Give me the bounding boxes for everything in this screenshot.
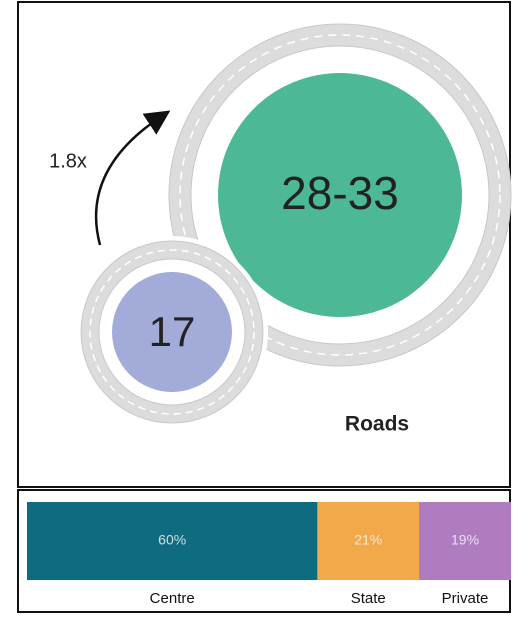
segment-value-label: 19%	[451, 532, 479, 548]
large-circle	[218, 73, 462, 317]
small-circle	[112, 272, 232, 392]
bar-segment	[317, 502, 420, 580]
segment-name: State	[351, 590, 386, 607]
ratio-label: 1.8x	[49, 150, 87, 172]
bar-segment	[27, 502, 318, 580]
segment-name: Centre	[150, 590, 195, 607]
top-panel	[17, 1, 511, 488]
large-road-ring	[168, 23, 512, 367]
small-circle-label: 17	[149, 308, 196, 355]
segment-name: Private	[442, 590, 489, 607]
bar-segment	[419, 502, 511, 580]
share-bar: 60% Centre 21% State 19% Private	[27, 502, 511, 607]
segment-value-label: 60%	[158, 532, 186, 548]
segment-value-label: 21%	[354, 532, 382, 548]
caption: Roads	[345, 413, 409, 436]
growth-arrow	[94, 110, 171, 246]
large-circle-label: 28-33	[281, 167, 399, 219]
